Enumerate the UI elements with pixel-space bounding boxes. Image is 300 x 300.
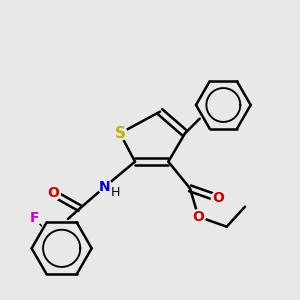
- Circle shape: [98, 180, 112, 194]
- Circle shape: [191, 210, 206, 224]
- Text: F: F: [30, 211, 39, 225]
- Text: O: O: [47, 186, 59, 200]
- Text: O: O: [212, 191, 224, 205]
- Circle shape: [46, 186, 60, 200]
- Text: N: N: [99, 180, 111, 194]
- Text: O: O: [192, 210, 204, 224]
- Text: S: S: [115, 126, 125, 141]
- Circle shape: [113, 126, 127, 140]
- Text: H: H: [111, 186, 120, 199]
- Circle shape: [211, 191, 225, 206]
- Circle shape: [27, 211, 41, 225]
